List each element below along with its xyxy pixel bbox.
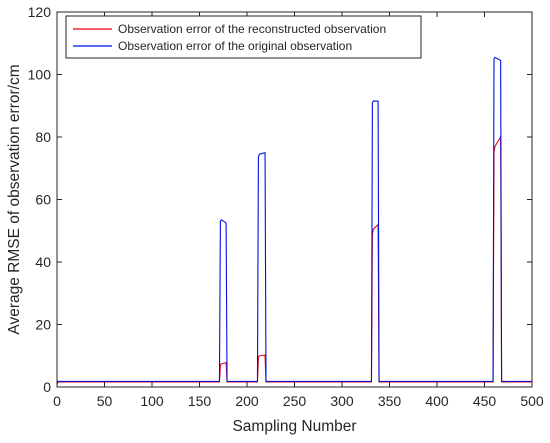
y-tick-label: 100	[28, 67, 52, 83]
x-tick-label: 350	[378, 393, 402, 409]
legend-label-original: Observation error of the original observ…	[118, 39, 352, 53]
x-tick-label: 250	[283, 393, 307, 409]
x-tick-label: 200	[235, 393, 259, 409]
y-tick-label: 0	[43, 379, 51, 395]
x-tick-label: 300	[330, 393, 354, 409]
x-tick-label: 100	[140, 393, 164, 409]
x-tick-label: 500	[520, 393, 544, 409]
y-axis-label: Average RMSE of observation error/cm	[6, 64, 23, 334]
x-tick-label: 150	[188, 393, 212, 409]
y-tick-label: 20	[35, 317, 51, 333]
legend-label-reconstructed: Observation error of the reconstructed o…	[118, 22, 386, 36]
y-tick-label: 40	[35, 254, 51, 270]
ticks-layer: 0 50 100 150 200 250 300 350 400 450 500 0 20 40 60 80 1…	[28, 4, 544, 409]
y-tick-label: 80	[35, 129, 51, 145]
legend-box	[65, 15, 422, 59]
y-tick-label: 120	[28, 4, 52, 20]
x-tick-label: 450	[473, 393, 497, 409]
y-tick-label: 60	[35, 192, 51, 208]
x-tick-label: 0	[53, 393, 61, 409]
x-axis-label: Sampling Number	[232, 418, 356, 435]
legend: Observation error of the reconstructed o…	[65, 15, 422, 59]
series-line-original	[56, 56, 532, 384]
series-layer	[56, 56, 532, 385]
x-tick-label: 50	[97, 393, 113, 409]
x-tick-label: 400	[425, 393, 449, 409]
